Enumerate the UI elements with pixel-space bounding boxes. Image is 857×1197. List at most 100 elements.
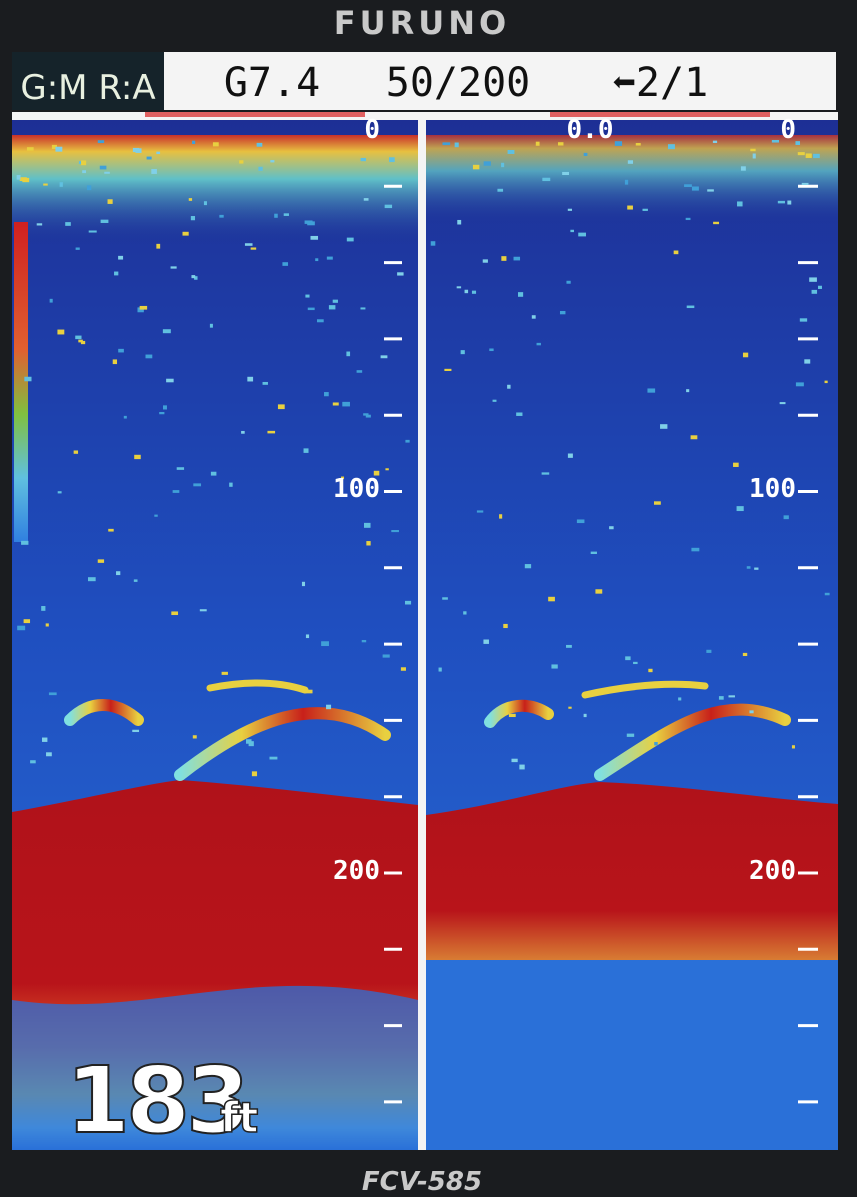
echo-speckle (802, 183, 809, 185)
echo-speckle (229, 483, 232, 487)
echo-speckle (315, 258, 318, 261)
echo-speckle (274, 214, 278, 218)
echo-speckle (737, 201, 743, 206)
echo-speckle (324, 392, 329, 396)
echo-speckle (147, 157, 152, 160)
echo-speckle (568, 707, 571, 709)
echo-speckle (191, 216, 195, 220)
echo-speckle (389, 157, 395, 162)
echo-speckle (747, 566, 751, 569)
echo-speckle (132, 730, 139, 732)
echo-speckle (691, 435, 698, 439)
echo-speckle (245, 243, 253, 246)
echo-speckle (211, 472, 217, 476)
surface-echo (12, 135, 418, 245)
echo-speckle (46, 623, 49, 626)
echo-speckle (784, 515, 789, 519)
echo-speckle (239, 160, 243, 163)
echo-speckle (778, 201, 785, 204)
echo-speckle (570, 230, 574, 232)
echo-speckle (595, 589, 602, 593)
echo-speckle (792, 745, 795, 748)
echo-speckle (577, 519, 585, 523)
echo-speckle (484, 161, 491, 165)
echo-speckle (591, 552, 597, 554)
echo-speckle (321, 641, 329, 646)
echo-speckle (787, 201, 791, 205)
echo-speckle (213, 142, 219, 146)
color-bar (14, 222, 28, 542)
echo-speckle (444, 369, 451, 371)
echo-speckle (381, 355, 388, 358)
brand: FURUNO (334, 4, 510, 42)
echo-speckle (363, 413, 368, 415)
echo-speckle (55, 147, 62, 152)
echo-speckle (364, 198, 369, 201)
echo-speckle (46, 752, 52, 756)
echo-speckle (809, 277, 817, 281)
echo-speckle (65, 222, 71, 226)
right-panel (426, 120, 838, 1150)
echo-speckle (401, 667, 406, 670)
echo-speckle (189, 198, 192, 201)
echo-speckle (509, 714, 516, 717)
echo-speckle (357, 370, 363, 373)
echo-speckle (58, 491, 62, 493)
echo-speckle (98, 559, 104, 562)
echo-speckle (364, 523, 371, 528)
echo-speckle (804, 359, 810, 363)
echo-speckle (75, 336, 81, 340)
echo-speckle (116, 571, 120, 575)
echo-speckle (333, 402, 339, 405)
echo-speckle (753, 154, 756, 159)
echo-speckle (100, 166, 107, 170)
echo-speckle (674, 251, 679, 255)
echo-speckle (278, 404, 285, 409)
echo-speckle (542, 472, 550, 474)
echo-speckle (806, 153, 812, 157)
left-panel (12, 120, 418, 1150)
echo-speckle (493, 400, 497, 402)
echo-speckle (366, 541, 370, 545)
echo-speckle (684, 184, 692, 187)
header-mode: G:M R:A (20, 68, 155, 108)
echo-speckle (660, 424, 667, 429)
echo-speckle (625, 656, 630, 660)
echo-speckle (405, 601, 411, 605)
echo-speckle (813, 154, 820, 158)
echo-speckle (503, 624, 507, 628)
echo-speckle (647, 388, 655, 392)
echo-speckle (507, 385, 510, 389)
echo-speckle (551, 664, 557, 668)
echo-speckle (795, 141, 800, 145)
echo-speckle (532, 315, 536, 318)
echo-speckle (267, 431, 275, 434)
echo-speckle (183, 232, 189, 236)
echo-speckle (463, 611, 466, 614)
echo-speckle (489, 348, 493, 351)
echo-speckle (17, 175, 21, 180)
echo-speckle (687, 306, 695, 309)
echo-speckle (304, 448, 309, 453)
echo-speckle (306, 634, 309, 638)
echo-speckle (88, 577, 96, 581)
offset-label: 0.0 (567, 115, 614, 145)
echo-speckle (74, 450, 78, 453)
echo-speckle (114, 272, 118, 276)
echo-speckle (707, 189, 714, 191)
echo-speckle (108, 529, 113, 532)
echo-speckle (308, 308, 315, 310)
echo-speckle (686, 389, 689, 392)
echo-speckle (497, 189, 503, 192)
echo-speckle (391, 530, 399, 532)
header-advance: ⬅2/1 (612, 60, 708, 106)
echo-speckle (501, 163, 504, 167)
echo-speckle (246, 739, 252, 743)
echo-speckle (346, 352, 350, 357)
echo-speckle (457, 286, 461, 288)
echo-speckle (818, 286, 822, 289)
echo-speckle (633, 662, 638, 664)
echo-speckle (247, 377, 253, 382)
echo-speckle (151, 169, 157, 174)
echo-speckle (483, 259, 488, 262)
